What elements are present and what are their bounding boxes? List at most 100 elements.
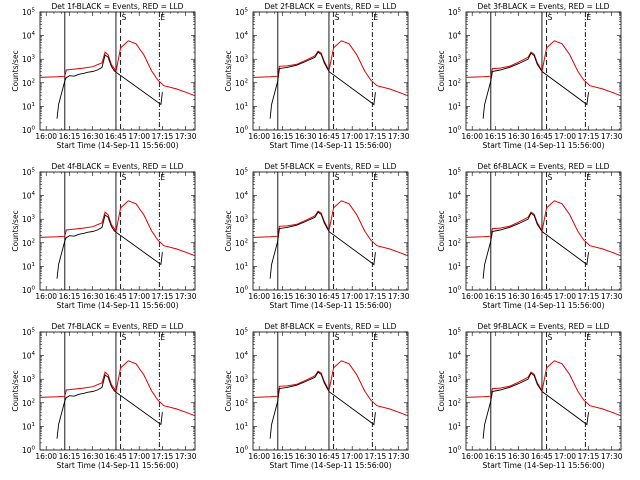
panel-title: Det 7f-BLACK = Events, RED = LLD [52, 322, 184, 331]
y-tick-label: 104 [22, 351, 36, 361]
x-axis-label: Start Time (14-Sep-11 15:56:00) [483, 141, 605, 150]
series-lld-red [39, 40, 196, 97]
y-tick-label: 101 [22, 262, 35, 272]
y-axis-label: Counts/sec [224, 210, 233, 251]
panel-det-2: Det 2f-BLACK = Events, RED = LLD 100 101 10… [224, 2, 410, 150]
time-marker-label: E [373, 173, 378, 182]
time-marker-label: E [586, 173, 591, 182]
y-axis-label: Counts/sec [437, 210, 446, 251]
panel-title: Det 2f-BLACK = Events, RED = LLD [265, 2, 397, 11]
panel-det-1: Det 1f-BLACK = Events, RED = LLD 100 101 10… [11, 2, 197, 150]
x-tick-label: 16:45 [318, 132, 340, 141]
x-tick-label: 17:00 [341, 132, 363, 141]
time-marker-label: S [548, 13, 553, 22]
x-tick-label: 16:45 [531, 452, 553, 461]
x-tick-label: 16:30 [295, 292, 317, 301]
series-lld-red [39, 360, 196, 417]
x-tick-label: 17:30 [601, 132, 623, 141]
x-axis-label: Start Time (14-Sep-11 15:56:00) [57, 301, 179, 310]
y-tick-label: 102 [448, 78, 461, 88]
x-tick-label: 17:15 [578, 132, 600, 141]
panel-title: Det 3f-BLACK = Events, RED = LLD [478, 2, 610, 11]
x-tick-label: 17:00 [128, 292, 150, 301]
x-tick-label: 17:30 [601, 292, 623, 301]
series-events-black [269, 51, 376, 119]
series-events-black [56, 214, 163, 279]
x-tick-label: 16:15 [59, 292, 81, 301]
y-tick-label: 105 [448, 328, 462, 338]
series-events-black [56, 54, 163, 119]
y-tick-label: 100 [235, 446, 249, 456]
x-tick-label: 17:30 [175, 292, 197, 301]
x-tick-label: 17:00 [554, 452, 576, 461]
x-tick-label: 17:30 [175, 452, 197, 461]
x-tick-label: 16:00 [35, 452, 57, 461]
plot-frame [39, 331, 196, 451]
y-tick-label: 101 [22, 102, 35, 112]
y-tick-label: 101 [235, 102, 248, 112]
x-tick-label: 16:45 [318, 452, 340, 461]
y-tick-label: 103 [22, 375, 36, 385]
series-events-black [269, 371, 376, 439]
y-tick-label: 104 [448, 31, 462, 41]
y-tick-label: 105 [22, 168, 36, 178]
y-tick-label: 101 [235, 262, 248, 272]
time-marker-label: E [160, 333, 165, 342]
panel-det-7: Det 7f-BLACK = Events, RED = LLD 100 101 10… [11, 322, 197, 470]
series-lld-red [252, 360, 409, 417]
x-tick-label: 16:30 [295, 132, 317, 141]
panel-title: Det 8f-BLACK = Events, RED = LLD [265, 322, 397, 331]
panel-det-8: Det 8f-BLACK = Events, RED = LLD 100 101 10… [224, 322, 410, 470]
series-events-black [482, 372, 589, 439]
y-tick-label: 104 [22, 31, 36, 41]
y-tick-label: 102 [22, 238, 35, 248]
x-axis-label: Start Time (14-Sep-11 15:56:00) [270, 301, 392, 310]
y-axis-label: Counts/sec [11, 210, 20, 251]
panel-det-5: Det 5f-BLACK = Events, RED = LLD 100 101 10… [224, 162, 410, 310]
x-tick-label: 17:15 [152, 292, 174, 301]
y-tick-label: 104 [448, 351, 462, 361]
plot-frame [252, 171, 409, 291]
x-tick-label: 16:15 [485, 452, 507, 461]
y-tick-label: 102 [22, 78, 35, 88]
x-tick-label: 17:30 [175, 132, 197, 141]
y-axis-label: Counts/sec [11, 370, 20, 411]
x-tick-label: 16:15 [59, 452, 81, 461]
plot-frame [252, 11, 409, 131]
x-tick-label: 17:15 [365, 452, 387, 461]
y-tick-label: 103 [448, 375, 462, 385]
time-marker-label: S [122, 173, 127, 182]
y-tick-label: 102 [235, 78, 248, 88]
x-tick-label: 17:15 [365, 292, 387, 301]
y-tick-label: 101 [235, 422, 248, 432]
panel-det-6: Det 6f-BLACK = Events, RED = LLD 100 101 10… [437, 162, 623, 310]
x-tick-label: 17:30 [388, 452, 410, 461]
x-tick-label: 16:30 [295, 452, 317, 461]
x-tick-label: 16:30 [508, 292, 530, 301]
x-tick-label: 16:00 [461, 132, 483, 141]
y-tick-label: 105 [235, 168, 249, 178]
x-tick-label: 16:15 [272, 132, 294, 141]
x-tick-label: 16:00 [248, 132, 270, 141]
time-marker-label: S [335, 13, 340, 22]
panel-title: Det 9f-BLACK = Events, RED = LLD [478, 322, 610, 331]
x-tick-label: 17:15 [578, 452, 600, 461]
panel-title: Det 6f-BLACK = Events, RED = LLD [478, 162, 610, 171]
x-tick-label: 16:45 [531, 132, 553, 141]
y-tick-label: 101 [448, 262, 461, 272]
plot-frame [465, 11, 622, 131]
x-tick-label: 17:00 [554, 132, 576, 141]
y-tick-label: 100 [22, 286, 36, 296]
x-axis-label: Start Time (14-Sep-11 15:56:00) [483, 301, 605, 310]
series-lld-red [465, 200, 622, 257]
y-axis-label: Counts/sec [437, 370, 446, 411]
y-tick-label: 100 [235, 286, 249, 296]
plot-frame [252, 331, 409, 451]
panel-title: Det 5f-BLACK = Events, RED = LLD [265, 162, 397, 171]
x-tick-label: 16:15 [485, 132, 507, 141]
x-tick-label: 17:30 [388, 292, 410, 301]
y-tick-label: 105 [235, 8, 249, 18]
x-tick-label: 16:00 [35, 292, 57, 301]
y-tick-label: 105 [22, 8, 36, 18]
x-axis-label: Start Time (14-Sep-11 15:56:00) [270, 461, 392, 470]
